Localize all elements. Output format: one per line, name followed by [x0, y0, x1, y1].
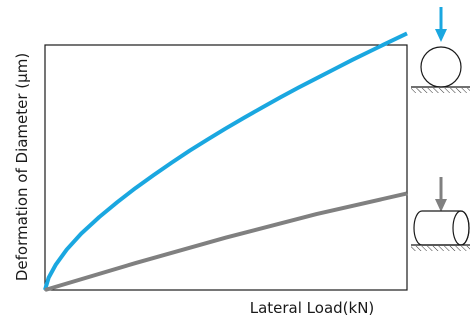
blue-arrow-head-icon	[435, 29, 447, 42]
ground-hatch-top	[411, 88, 470, 93]
series-line-0	[43, 31, 408, 291]
y-axis-label: Deformation of Diameter (μm)	[13, 53, 31, 281]
x-axis-label: Lateral Load(kN)	[250, 299, 375, 317]
sphere-icon	[420, 46, 462, 88]
gray-arrow-head-icon	[435, 199, 447, 212]
cylinder-icon	[413, 210, 470, 246]
series-line-1	[44, 191, 408, 292]
ground-hatch-bottom	[411, 246, 470, 251]
series-layer	[43, 31, 408, 292]
sphere-on-ground-icon	[411, 7, 470, 93]
plot-frame	[44, 44, 408, 291]
cylinder-on-ground-icon	[411, 177, 470, 251]
